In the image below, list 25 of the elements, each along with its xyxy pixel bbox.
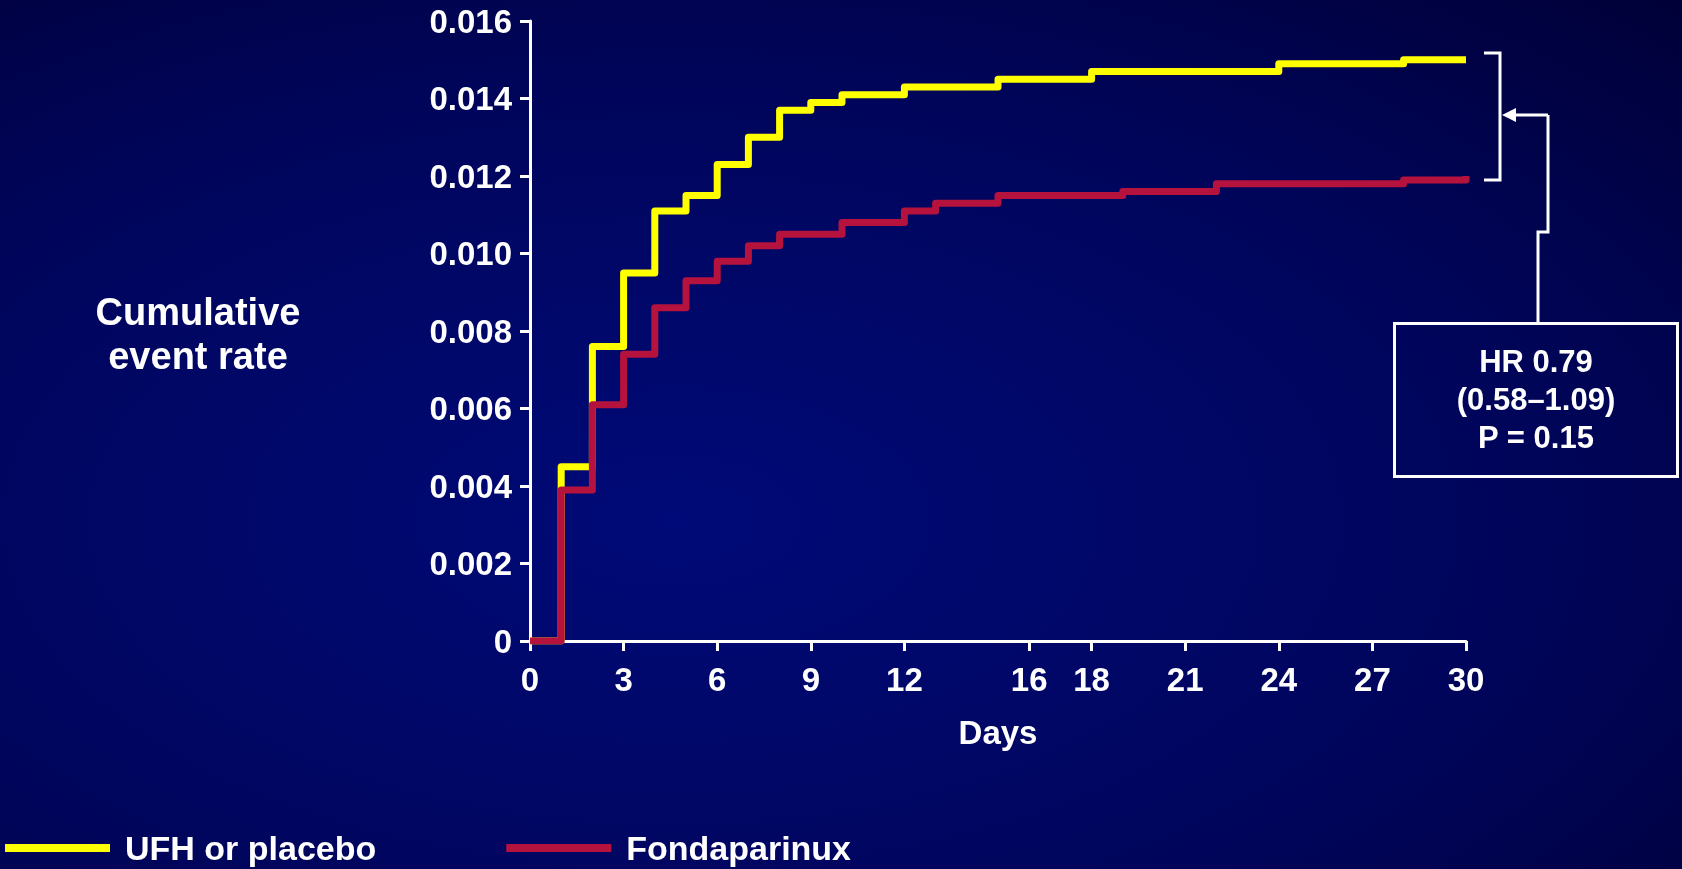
y-tick-label: 0.002 [429, 545, 512, 582]
y-tick-label: 0.008 [429, 312, 512, 350]
y-tick-label: 0.012 [429, 157, 512, 195]
x-tick-label: 3 [614, 661, 633, 698]
legend-label: UFH or placebo [125, 829, 377, 867]
y-axis-title: Cumulative event rate [95, 291, 301, 377]
x-tick-label: 18 [1073, 661, 1110, 698]
y-tick-label: 0.016 [429, 2, 512, 40]
y-tick-label: 0.006 [429, 390, 512, 427]
annotation: HR 0.79 (0.58–1.09) P = 0.15 [1455, 343, 1617, 457]
x-tick-label: 21 [1166, 661, 1204, 698]
x-tick-label: 6 [708, 661, 727, 698]
x-tick-label: 12 [886, 661, 923, 698]
x-axis-title: Days [958, 714, 1038, 751]
x-tick-label: 24 [1260, 661, 1298, 698]
x-tick-label: 30 [1447, 661, 1485, 698]
x-tick-label: 9 [801, 661, 820, 698]
legend-label: Fondaparinux [626, 829, 852, 867]
x-tick-label: 0 [520, 661, 540, 698]
x-tick-label: 16 [1010, 661, 1048, 698]
y-tick-label: 0.010 [429, 235, 512, 272]
x-tick-label: 27 [1354, 661, 1391, 698]
y-tick-label: 0 [493, 622, 512, 660]
y-tick-label: 0.004 [429, 467, 513, 505]
y-tick-label: 0.014 [429, 80, 513, 117]
